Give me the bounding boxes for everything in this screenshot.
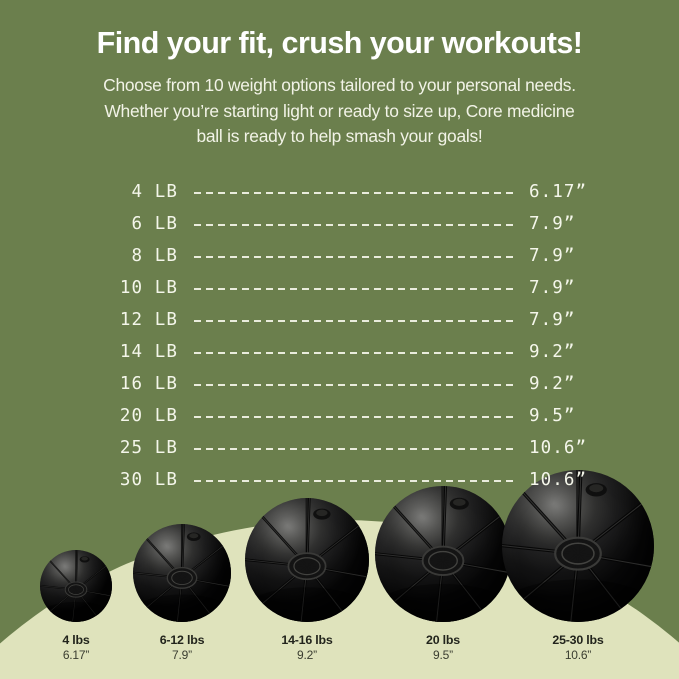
subtitle-line-1: Choose from 10 weight options tailored t… — [103, 75, 576, 96]
weight-size-spec-list: 4 LB 6.17” 6 LB 7.9” 8 LB 7.9” 10 LB 7.9” 12 LB 7… — [0, 176, 679, 496]
medicine-ball-icon — [133, 524, 231, 622]
spec-weight-label: 6 LB — [131, 214, 178, 234]
spec-size-value: 9.5” — [529, 406, 576, 426]
spec-leader-line — [194, 448, 516, 450]
spec-row: 20 LB 9.5” — [92, 400, 595, 432]
ball-caption-weight: 25-30 lbs — [552, 632, 604, 647]
page-subtitle: Choose from 10 weight options tailored t… — [34, 73, 645, 150]
spec-size-value: 7.9” — [529, 214, 576, 234]
spec-size-value: 7.9” — [529, 246, 576, 266]
ball-caption: 6-12 lbs 7.9” — [160, 633, 205, 664]
spec-row: 10 LB 7.9” — [92, 272, 595, 304]
ball-lineup-item[interactable]: 14-16 lbs 9.2” — [217, 480, 397, 670]
spec-row: 30 LB 10.6” — [92, 464, 595, 496]
spec-size-value: 10.6” — [529, 438, 588, 458]
ball-caption-weight: 14-16 lbs — [281, 632, 333, 647]
spec-leader-line — [194, 384, 516, 386]
spec-size-value: 9.2” — [529, 374, 576, 394]
ball-caption-size: 7.9” — [172, 648, 192, 663]
ball-lineup-item[interactable]: 20 lbs 9.5” — [353, 480, 533, 670]
medicine-ball-icon — [375, 486, 511, 622]
ball-caption-size: 9.5” — [433, 648, 453, 663]
ball-caption: 25-30 lbs 10.6” — [552, 633, 603, 664]
spec-weight-label: 16 LB — [119, 374, 178, 394]
spec-weight-label: 8 LB — [131, 246, 178, 266]
spec-leader-line — [194, 288, 516, 290]
medicine-ball-icon — [502, 470, 654, 622]
spec-row: 6 LB 7.9” — [92, 208, 595, 240]
spec-weight-label: 14 LB — [119, 342, 178, 362]
ball-caption-weight: 6-12 lbs — [159, 632, 205, 647]
spec-leader-line — [194, 256, 516, 258]
spec-size-value: 10.6” — [529, 470, 588, 490]
spec-weight-label: 20 LB — [119, 406, 178, 426]
spec-leader-line — [194, 192, 516, 194]
spec-leader-line — [194, 416, 516, 418]
spec-row: 4 LB 6.17” — [92, 176, 595, 208]
spec-leader-line — [194, 224, 516, 226]
subtitle-line-3: ball is ready to help smash your goals! — [196, 126, 483, 147]
spec-weight-label: 12 LB — [119, 310, 178, 330]
ball-caption-size: 9.2” — [297, 648, 317, 663]
spec-leader-line — [194, 320, 516, 322]
spec-row: 14 LB 9.2” — [92, 336, 595, 368]
ball-lineup-item[interactable]: 4 lbs 6.17” — [0, 480, 166, 670]
ball-caption: 14-16 lbs 9.2” — [281, 633, 332, 664]
ball-caption-weight: 20 lbs — [426, 632, 460, 647]
subtitle-line-2: Whether you’re starting light or ready t… — [104, 100, 575, 121]
spec-row: 8 LB 7.9” — [92, 240, 595, 272]
ball-caption-size: 10.6” — [564, 648, 592, 663]
spec-weight-label: 25 LB — [119, 438, 178, 458]
spec-leader-line — [194, 352, 516, 354]
ball-caption-weight: 4 lbs — [62, 632, 90, 647]
page-title: Find your fit, crush your workouts! — [96, 26, 583, 60]
ball-caption: 20 lbs 9.5” — [426, 633, 460, 664]
spec-leader-line — [194, 480, 516, 482]
spec-row: 16 LB 9.2” — [92, 368, 595, 400]
spec-weight-label: 10 LB — [119, 278, 178, 298]
spec-row: 25 LB 10.6” — [92, 432, 595, 464]
spec-size-value: 9.2” — [529, 342, 576, 362]
spec-size-value: 7.9” — [529, 278, 576, 298]
ball-caption: 4 lbs 6.17” — [62, 633, 89, 664]
spec-size-value: 7.9” — [529, 310, 576, 330]
ball-lineup-item[interactable]: 25-30 lbs 10.6” — [488, 470, 668, 670]
header-block: Find your fit, crush your workouts! Choo… — [0, 26, 679, 150]
ball-caption-size: 6.17” — [62, 648, 90, 663]
medicine-ball-icon — [245, 498, 369, 622]
spec-row: 12 LB 7.9” — [92, 304, 595, 336]
spec-size-value: 6.17” — [529, 182, 588, 202]
ball-lineup-item[interactable]: 6-12 lbs 7.9” — [92, 480, 272, 670]
spec-weight-label: 4 LB — [131, 182, 178, 202]
spec-weight-label: 30 LB — [119, 470, 178, 490]
